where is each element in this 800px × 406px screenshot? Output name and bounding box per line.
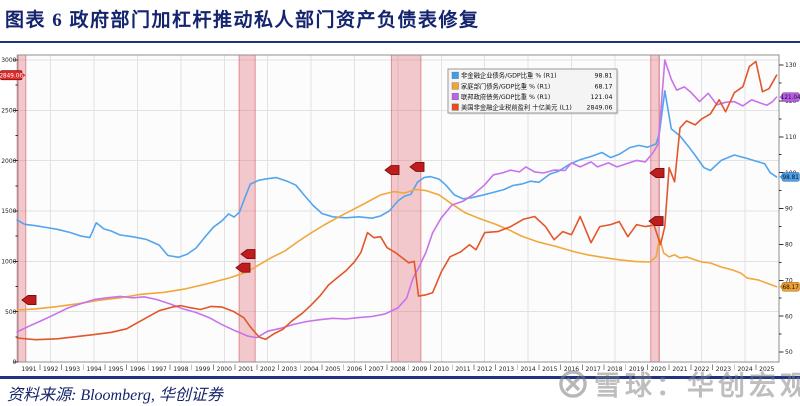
x-axis-year-label: 2004 xyxy=(303,366,318,373)
x-axis-year-label: 1997 xyxy=(152,366,167,373)
legend-label: 家庭部门债务/GDP比重 % (R1) xyxy=(461,81,550,90)
x-axis-year-label: 2015 xyxy=(542,366,557,373)
badge-value: 68.17 xyxy=(783,285,800,291)
legend-label: 美国非金融企业税前盈利 十亿美元 (L1) xyxy=(461,103,572,112)
legend-label: 联邦政府债务/GDP比重 % (R1) xyxy=(461,92,550,101)
source-note: 资料来源: Bloomberg, 华创证券 xyxy=(7,387,223,404)
x-axis-year-label: 2007 xyxy=(369,366,384,373)
right-axis-label: 80 xyxy=(785,242,793,249)
x-axis-year-label: 2006 xyxy=(347,366,362,373)
x-axis-year-label: 2018 xyxy=(607,366,622,373)
x-axis-year-label: 2013 xyxy=(499,366,514,373)
recession-band xyxy=(650,54,660,363)
right-axis-label: 130 xyxy=(785,62,797,69)
series-line-2 xyxy=(16,59,778,339)
legend-swatch xyxy=(451,82,459,90)
x-axis-year-label: 1994 xyxy=(86,366,101,373)
watermark: 雪球：华创宏观 xyxy=(558,364,800,403)
x-axis-year-label: 2022 xyxy=(694,366,709,373)
left-axis-label: 1500 xyxy=(1,208,16,215)
left-axis-label: 2500 xyxy=(1,108,16,115)
x-axis-year-label: 2012 xyxy=(477,366,492,373)
chart-canvas: 0500100015002000250030005060708090100110… xyxy=(0,54,800,373)
event-flag-marker xyxy=(648,216,664,227)
legend-value: 2849.06 xyxy=(586,105,612,112)
legend-value: 121.04 xyxy=(590,94,612,101)
left-axis-label: 2000 xyxy=(1,158,16,165)
title-divider xyxy=(0,41,800,43)
x-axis-year-label: 2008 xyxy=(390,366,405,373)
plot-background xyxy=(18,55,779,362)
x-axis-year-label: 2020 xyxy=(651,366,666,373)
event-flag-marker xyxy=(384,165,400,176)
axis-value-badges: 2849.06 121.04 98.81 68.17 xyxy=(0,70,800,292)
x-axis-year-label: 1993 xyxy=(65,366,80,373)
xueqiu-logo-icon xyxy=(559,369,587,398)
x-axis-year-label: 1999 xyxy=(195,366,210,373)
x-axis-year-label: 2001 xyxy=(238,366,253,373)
x-axis-year-label: 2003 xyxy=(282,366,297,373)
x-axis-year-label: 1995 xyxy=(108,366,123,373)
x-axis-year-label: 2002 xyxy=(260,366,275,373)
left-axis-label: 3000 xyxy=(1,57,16,64)
x-axis-year-label: 2023 xyxy=(716,366,731,373)
legend-swatch xyxy=(451,93,459,101)
x-axis-year-label: 2010 xyxy=(434,366,449,373)
badge-pointer xyxy=(779,94,783,101)
badge-pointer xyxy=(779,283,783,290)
badge-value: 98.81 xyxy=(783,175,800,181)
x-axis-year-label: 2009 xyxy=(412,366,427,373)
event-markers xyxy=(21,161,665,305)
footer-divider xyxy=(0,376,800,379)
x-axis-year-label: 2021 xyxy=(672,366,687,373)
right-axis-label: 60 xyxy=(785,313,793,320)
left-axis-label: 500 xyxy=(5,309,17,316)
x-axis-year-label: 1991 xyxy=(21,366,36,373)
x-axis-year-label: 2014 xyxy=(520,366,535,373)
legend-box xyxy=(447,68,618,114)
event-flag-marker xyxy=(235,262,251,273)
event-flag-marker xyxy=(21,295,37,305)
right-axis-label: 70 xyxy=(785,277,793,284)
watermark-text: 雪球：华创宏观 xyxy=(594,371,800,401)
axes: 0500100015002000250030005060708090100110… xyxy=(1,57,796,373)
x-axis-year-label: 2011 xyxy=(455,366,470,373)
legend-value: 98.81 xyxy=(594,73,612,80)
right-axis-label: 50 xyxy=(785,349,793,356)
badge-value: 2849.06 xyxy=(0,73,23,79)
badge-pointer xyxy=(22,72,26,78)
event-flag-marker xyxy=(240,249,256,260)
right-axis-label: 90 xyxy=(785,206,793,213)
legend-swatch xyxy=(451,71,459,79)
series-line-3 xyxy=(16,60,778,341)
x-axis-year-label: 2000 xyxy=(217,366,232,373)
x-axis-year-label: 2025 xyxy=(759,366,774,373)
series-lines xyxy=(16,59,778,341)
x-axis-year-label: 1992 xyxy=(43,366,58,373)
legend-label: 非金融企业债务/GDP比重 % (R1) xyxy=(461,71,557,80)
left-axis-label: 0 xyxy=(13,359,17,366)
figure-title: 图表 6 政府部门加杠杆推动私人部门资产负债表修复 xyxy=(5,10,480,31)
x-axis-year-label: 2017 xyxy=(586,366,601,373)
left-axis-label: 1000 xyxy=(1,259,16,266)
legend-swatch xyxy=(451,103,459,111)
x-axis-year-label: 1996 xyxy=(130,366,145,373)
x-axis-year-label: 2019 xyxy=(629,366,644,373)
event-flag-marker xyxy=(409,161,425,172)
x-axis-year-label: 2016 xyxy=(564,366,579,373)
badge-value: 121.04 xyxy=(781,95,800,101)
right-axis-label: 110 xyxy=(785,134,797,141)
chart-legend: 非金融企业债务/GDP比重 % (R1) 98.81 家庭部门债务/GDP比重 % … xyxy=(447,68,619,115)
series-line-1 xyxy=(16,188,778,311)
event-flag-marker xyxy=(649,168,665,178)
legend-value: 68.17 xyxy=(594,83,612,90)
recession-band xyxy=(390,54,422,363)
x-axis-year-label: 2024 xyxy=(737,366,752,373)
x-axis-year-label: 1998 xyxy=(173,366,188,373)
x-axis-year-label: 2005 xyxy=(325,366,340,373)
badge-pointer xyxy=(779,173,783,180)
